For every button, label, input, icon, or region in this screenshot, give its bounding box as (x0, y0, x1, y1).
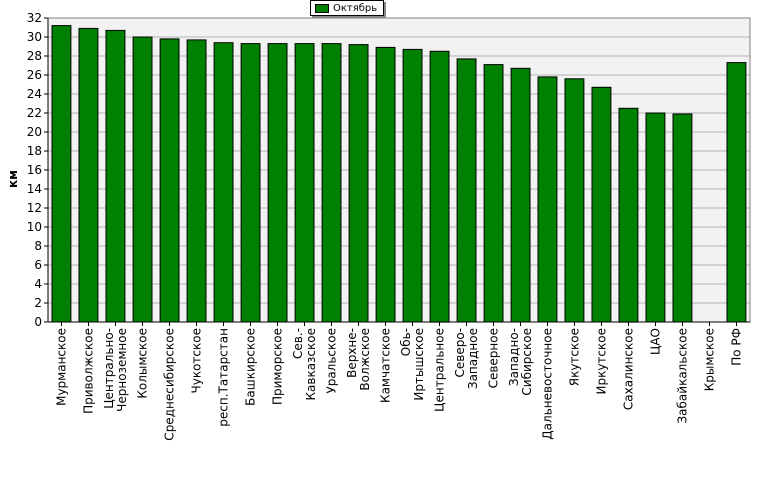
y-tick-label: 20 (27, 125, 42, 139)
x-tick-label: респ.Татарстан (217, 328, 231, 427)
bar (295, 44, 314, 322)
y-tick-label: 8 (34, 239, 42, 253)
y-tick-label: 16 (27, 163, 42, 177)
x-tick-label: Центральное (433, 328, 447, 412)
x-tick-label: Черноземное (115, 328, 129, 412)
y-tick-label: 18 (27, 144, 42, 158)
x-tick-label: ЦАО (649, 328, 663, 355)
bar (349, 45, 368, 322)
x-tick-label: Мурманское (55, 328, 69, 406)
x-tick-label: Центрально- (102, 328, 116, 409)
bar (160, 39, 179, 322)
x-tick-label: Верхне- (345, 328, 359, 378)
x-tick-label: Кавказское (304, 328, 318, 401)
bar (511, 68, 530, 322)
y-tick-label: 12 (27, 201, 42, 215)
y-tick-label: 2 (34, 296, 42, 310)
y-tick-label: 26 (27, 68, 42, 82)
bar (52, 26, 71, 322)
x-tick-label: Иркутское (595, 328, 609, 395)
bar (376, 47, 395, 322)
bar (403, 49, 422, 322)
bar (646, 113, 665, 322)
y-tick-label: 4 (34, 277, 42, 291)
y-axis-label: км (6, 170, 20, 188)
x-tick-label: Волжское (358, 328, 372, 391)
x-tick-label: Среднесибирское (163, 328, 177, 441)
x-tick-label: Сахалинское (622, 328, 636, 410)
bar (673, 114, 692, 322)
bar (592, 87, 611, 322)
bar (322, 44, 341, 322)
x-tick-label: Башкирское (244, 328, 258, 406)
bar (133, 37, 152, 322)
y-tick-label: 0 (34, 315, 42, 329)
x-tick-label: По РФ (730, 328, 744, 366)
x-tick-label: Уральское (325, 328, 339, 394)
x-tick-label: Северное (487, 328, 501, 388)
x-tick-label: Якутское (568, 328, 582, 386)
bar (106, 30, 125, 322)
bar (457, 59, 476, 322)
y-tick-label: 30 (27, 30, 42, 44)
x-tick-label: Приволжское (82, 328, 96, 414)
bar (241, 44, 260, 322)
bar (214, 43, 233, 322)
x-tick-label: Сибирское (520, 328, 534, 396)
x-tick-label: Дальневосточное (541, 328, 555, 440)
x-tick-label: Северо- (453, 328, 467, 378)
x-tick-label: Камчатское (379, 328, 393, 403)
y-tick-label: 14 (27, 182, 42, 196)
bar (187, 40, 206, 322)
x-tick-label: Иртышское (412, 328, 426, 401)
x-tick-label: Забайкальское (676, 328, 690, 424)
bar (430, 51, 449, 322)
y-tick-label: 32 (27, 11, 42, 25)
y-tick-label: 10 (27, 220, 42, 234)
bar (565, 79, 584, 322)
bar (727, 63, 746, 322)
bar (484, 65, 503, 322)
legend-swatch (315, 4, 329, 13)
x-tick-label: Сев.- (291, 328, 305, 359)
y-tick-label: 6 (34, 258, 42, 272)
y-tick-label: 28 (27, 49, 42, 63)
legend-label: Октябрь (333, 3, 377, 14)
y-tick-label: 24 (27, 87, 42, 101)
bar (619, 108, 638, 322)
y-tick-label: 22 (27, 106, 42, 120)
x-tick-label: Приморское (271, 328, 285, 405)
x-tick-label: Западно- (507, 328, 521, 386)
x-tick-label: Крымское (703, 328, 717, 391)
x-tick-label: Колымское (136, 328, 150, 399)
x-tick-label: Чукотское (190, 328, 204, 393)
bar (268, 44, 287, 322)
legend: Октябрь (310, 0, 384, 16)
bar (79, 28, 98, 322)
bar (538, 77, 557, 322)
x-tick-label: Западное (466, 328, 480, 389)
x-tick-label: Обь- (399, 328, 413, 356)
